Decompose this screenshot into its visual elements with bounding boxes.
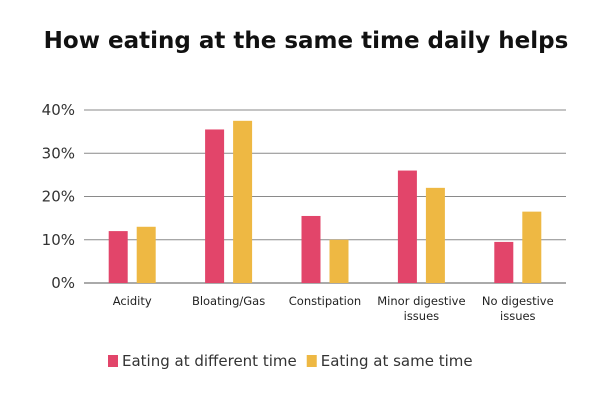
x-axis-labels: Acidity Bloating/Gas Constipation Minor dig… xyxy=(113,294,554,323)
legend-swatch xyxy=(306,355,317,367)
bar xyxy=(425,187,445,283)
bar xyxy=(329,239,349,283)
legend-item: Eating at different time xyxy=(108,352,297,370)
bars xyxy=(108,120,542,283)
bar xyxy=(522,211,542,283)
y-tick-label: 20% xyxy=(42,188,75,206)
chart-title: How eating at the same time daily helps xyxy=(44,28,569,54)
legend-swatch xyxy=(108,355,118,367)
y-tick-label: 10% xyxy=(42,231,75,249)
gridlines xyxy=(84,109,566,284)
x-tick-label: Bloating/Gas xyxy=(192,294,265,308)
x-tick-label: Minor digestive issues xyxy=(377,294,465,323)
legend-label: Eating at different time xyxy=(122,352,297,370)
x-tick-label: No digestive issues xyxy=(482,294,554,323)
legend-label: Eating at same time xyxy=(321,352,473,370)
y-tick-label: 40% xyxy=(42,101,75,119)
bar xyxy=(136,226,156,283)
y-tick-label: 0% xyxy=(51,274,75,292)
bar xyxy=(233,120,253,283)
legend: Eating at different time Eating at same t… xyxy=(108,352,473,370)
y-axis-ticks: 0% 10% 20% 30% 40% xyxy=(42,101,75,292)
x-tick-label: Constipation xyxy=(289,294,361,308)
bar xyxy=(108,231,128,283)
bar xyxy=(205,129,225,283)
legend-item: Eating at same time xyxy=(306,352,473,370)
bar xyxy=(397,170,417,283)
x-tick-label: Acidity xyxy=(113,294,152,308)
bar xyxy=(301,215,321,283)
y-tick-label: 30% xyxy=(42,144,75,162)
bar xyxy=(494,241,514,283)
